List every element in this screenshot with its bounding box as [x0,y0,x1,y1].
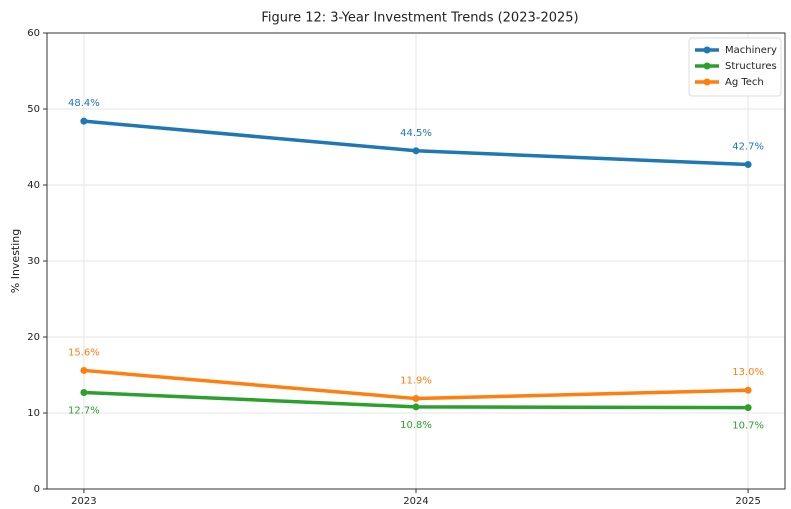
y-tick-label: 50 [27,104,40,115]
value-label: 10.8% [400,420,432,431]
point [412,395,420,403]
x-tick-label: 2024 [403,496,428,505]
value-label: 42.7% [732,141,764,152]
x-tick-label: 2025 [735,496,760,505]
legend-marker [703,46,711,54]
point [80,388,88,396]
legend-label: Structures [725,61,777,72]
plot-frame [46,32,786,490]
y-tick-label: 10 [27,408,40,419]
y-axis-label: % Investing [9,229,22,294]
y-tick-label: 20 [27,332,40,343]
chart-title: Figure 12: 3-Year Investment Trends (202… [261,11,578,26]
point [80,366,88,374]
value-label: 15.6% [68,347,100,358]
point [744,404,752,412]
value-label: 11.9% [400,376,432,387]
y-tick-label: 0 [34,484,40,495]
point [744,386,752,394]
value-label: 48.4% [68,98,100,109]
value-label: 10.7% [732,421,764,432]
value-label: 44.5% [400,128,432,139]
legend-marker [703,62,711,70]
legend-label: Machinery [725,45,777,56]
point [412,147,420,155]
y-tick-label: 30 [27,256,40,267]
legend-marker [703,78,711,86]
value-label: 12.7% [68,405,100,416]
point [80,117,88,125]
y-tick-label: 40 [27,180,40,191]
y-tick-label: 60 [27,28,40,39]
point [744,160,752,168]
legend-label: Ag Tech [725,77,764,88]
value-label: 13.0% [732,367,764,378]
x-tick-label: 2023 [71,496,96,505]
point [412,403,420,411]
